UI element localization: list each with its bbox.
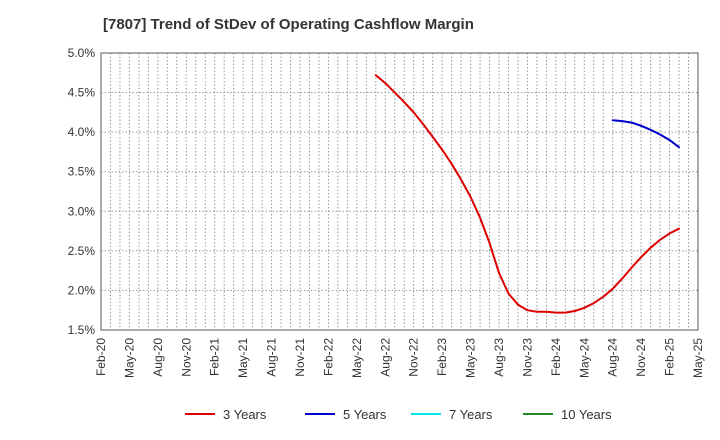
x-tick-label: Aug-24 xyxy=(606,338,620,377)
x-tick-label: May-25 xyxy=(691,338,705,378)
x-tick-label: Aug-21 xyxy=(265,338,279,377)
x-tick-label: Nov-20 xyxy=(179,338,193,377)
y-tick-label: 3.0% xyxy=(68,204,96,218)
legend-label-10-years: 10 Years xyxy=(561,407,612,422)
series-line-5-years xyxy=(611,119,680,149)
series-line-3-years xyxy=(374,74,680,314)
x-tick-label: Feb-24 xyxy=(549,338,563,376)
x-tick-label: Feb-25 xyxy=(663,338,677,376)
grid xyxy=(101,53,698,330)
x-tick-label: Feb-20 xyxy=(94,338,108,376)
x-tick-label: May-21 xyxy=(236,338,250,378)
x-tick-label: Aug-20 xyxy=(151,338,165,377)
x-tick-label: May-23 xyxy=(464,338,478,378)
series-lines xyxy=(374,74,680,314)
x-tick-label: Nov-22 xyxy=(407,338,421,377)
chart-title: [7807] Trend of StDev of Operating Cashf… xyxy=(103,16,474,33)
y-tick-label: 1.5% xyxy=(68,323,96,337)
y-tick-label: 5.0% xyxy=(68,46,96,60)
y-tick-label: 4.5% xyxy=(68,86,96,100)
x-tick-label: Aug-23 xyxy=(492,338,506,377)
x-tick-label: Feb-22 xyxy=(321,338,335,376)
y-tick-label: 2.5% xyxy=(68,244,96,258)
legend-label-7-years: 7 Years xyxy=(449,407,493,422)
x-tick-label: Nov-21 xyxy=(293,338,307,377)
x-tick-label: May-20 xyxy=(122,338,136,378)
y-axis-ticks: 5.0% 4.5% 4.0% 3.5% 3.0% 2.5% 2.0% 1.5% xyxy=(68,46,96,337)
y-tick-label: 3.5% xyxy=(68,165,96,179)
plot-area-border xyxy=(100,52,699,331)
x-tick-label: Feb-23 xyxy=(435,338,449,376)
y-tick-label: 4.0% xyxy=(68,125,96,139)
y-tick-label: 2.0% xyxy=(68,283,96,297)
x-tick-label: May-24 xyxy=(577,338,591,378)
x-axis-ticks: Feb-20 May-20 Aug-20 Nov-20 Feb-21 May-21 Aug-… xyxy=(94,338,705,378)
x-tick-label: Nov-24 xyxy=(634,338,648,377)
x-tick-label: Aug-22 xyxy=(378,338,392,377)
legend-label-3-years: 3 Years xyxy=(223,407,267,422)
x-tick-label: May-22 xyxy=(350,338,364,378)
x-tick-label: Feb-21 xyxy=(208,338,222,376)
x-tick-label: Nov-23 xyxy=(520,338,534,377)
legend: 3 Years 5 Years 7 Years 10 Years xyxy=(185,407,612,422)
legend-label-5-years: 5 Years xyxy=(343,407,387,422)
